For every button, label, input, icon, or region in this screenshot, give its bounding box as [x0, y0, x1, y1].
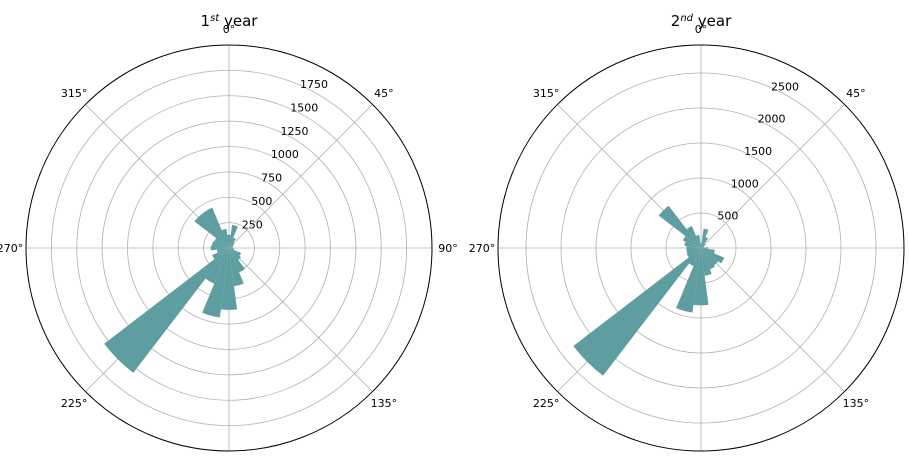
polar-chart-2: 50010001500200025000°45°90°135°180°225°2… — [469, 12, 905, 452]
bar-135deg — [701, 248, 719, 266]
angle-tick-label: 45° — [374, 87, 394, 100]
polar-frame — [497, 44, 905, 452]
angular-gridline — [228, 104, 373, 249]
angle-tick-label: 315° — [533, 87, 560, 100]
angular-gridline — [700, 247, 845, 392]
bar-300deg — [213, 238, 229, 248]
radial-tick-label: 1250 — [281, 125, 309, 138]
angle-tick-label: 0° — [223, 23, 236, 36]
bar-165deg — [701, 248, 712, 276]
bar-45deg — [701, 243, 706, 248]
angle-tick-label: 315° — [61, 87, 88, 100]
polar-frame — [25, 44, 433, 452]
bar-285deg — [211, 241, 229, 248]
bar-270deg — [686, 246, 701, 250]
angular-gridline — [228, 247, 373, 392]
angle-tick-label: 135° — [371, 397, 398, 410]
bar-90deg — [229, 247, 232, 249]
bar-240deg — [212, 248, 229, 260]
bar-330deg — [686, 226, 701, 248]
angle-tick-label: 270° — [0, 242, 23, 255]
bar-285deg — [684, 241, 701, 248]
bar-105deg — [701, 248, 715, 254]
polar-chart-1: 25050075010001250150017500°45°90°135°180… — [0, 12, 458, 452]
radial-tick-label: 1500 — [744, 145, 772, 158]
bar-75deg — [229, 246, 234, 248]
bar-105deg — [229, 248, 235, 250]
bar-210deg — [689, 248, 701, 267]
radial-tick-label: 1750 — [300, 78, 328, 91]
bar-45deg — [229, 242, 235, 248]
bar-150deg — [701, 248, 716, 270]
bar-225deg — [573, 248, 701, 376]
bar-225deg — [104, 248, 229, 373]
radial-tick-label: 250 — [242, 219, 263, 232]
bar-240deg — [686, 248, 701, 258]
bar-315deg — [194, 213, 229, 248]
radial-tick-label: 2000 — [758, 113, 786, 126]
bar-255deg — [686, 248, 701, 254]
bar-0deg — [227, 234, 231, 248]
bar-210deg — [205, 248, 229, 284]
radial-tick-label: 1500 — [290, 101, 318, 114]
angle-tick-label: 225° — [61, 397, 88, 410]
bar-75deg — [701, 246, 704, 248]
bar-15deg — [701, 228, 709, 248]
bar-315deg — [658, 205, 701, 248]
bar-15deg — [229, 224, 238, 248]
bar-345deg — [221, 228, 229, 248]
bar-60deg — [229, 244, 234, 248]
bar-120deg — [701, 248, 725, 264]
radial-tick-label: 2500 — [771, 80, 799, 93]
bar-345deg — [695, 234, 701, 248]
bar-300deg — [682, 236, 701, 248]
bar-135deg — [229, 248, 242, 261]
bar-30deg — [701, 237, 709, 248]
angle-tick-label: 270° — [469, 242, 496, 255]
angle-tick-label: 0° — [695, 23, 708, 36]
chart-title: 2nd year — [671, 12, 732, 30]
angle-tick-label: 135° — [843, 397, 870, 410]
radial-tick-label: 1000 — [731, 177, 759, 190]
bar-195deg — [202, 248, 229, 318]
radial-tick-label: 500 — [251, 195, 272, 208]
bar-255deg — [216, 248, 229, 253]
bar-270deg — [210, 245, 229, 251]
bar-150deg — [229, 248, 246, 273]
bar-180deg — [693, 248, 709, 306]
radial-tick-label: 500 — [717, 210, 738, 223]
angular-gridline — [700, 104, 845, 249]
angle-tick-label: 45° — [846, 87, 866, 100]
bar-120deg — [229, 248, 242, 257]
bar-165deg — [229, 248, 244, 287]
radial-tick-label: 1000 — [271, 148, 299, 161]
chart-title: 1st year — [201, 12, 259, 30]
bar-90deg — [701, 247, 708, 249]
bar-330deg — [202, 207, 229, 248]
bar-60deg — [701, 245, 705, 248]
bar-30deg — [229, 237, 236, 248]
angle-tick-label: 225° — [533, 397, 560, 410]
bar-0deg — [700, 243, 702, 248]
bar-195deg — [676, 248, 701, 313]
bar-180deg — [220, 248, 238, 310]
angle-tick-label: 90° — [438, 242, 458, 255]
radial-tick-label: 750 — [261, 172, 282, 185]
